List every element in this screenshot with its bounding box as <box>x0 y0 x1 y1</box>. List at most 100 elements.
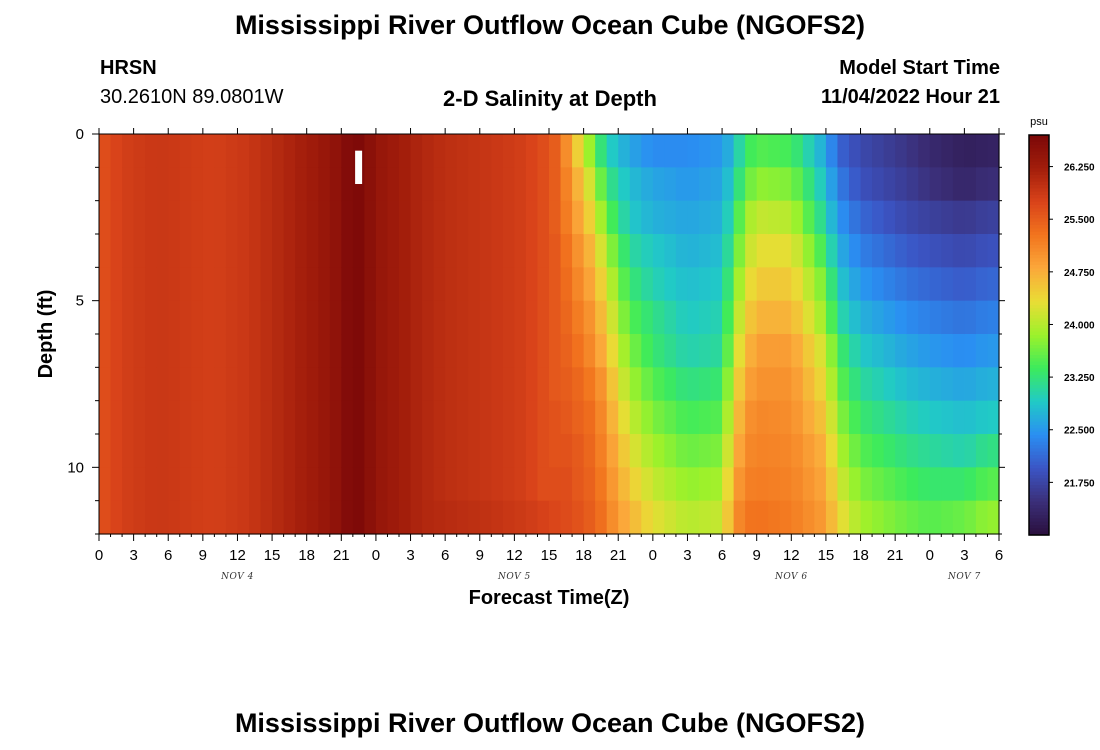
heatmap-cell <box>895 300 908 335</box>
heatmap-cell <box>133 400 146 435</box>
colorbar-segment <box>1029 251 1049 256</box>
heatmap-cell <box>768 400 781 435</box>
heatmap-cell <box>525 134 539 168</box>
colorbar-segment <box>1029 221 1049 226</box>
heatmap-cell <box>779 434 792 468</box>
colorbar-segment <box>1029 188 1049 193</box>
heatmap-cell <box>179 467 192 502</box>
colorbar-segment <box>1029 245 1049 249</box>
heatmap-cell <box>445 267 458 302</box>
heatmap-cell <box>145 434 158 468</box>
heatmap-cell <box>779 300 792 335</box>
heatmap-cell <box>733 267 746 302</box>
heatmap-cell <box>733 234 746 268</box>
heatmap-cell <box>456 234 469 268</box>
heatmap-cell <box>825 300 839 335</box>
heatmap-cell <box>722 434 735 468</box>
heatmap-cell <box>964 267 977 302</box>
heatmap-cell <box>860 367 873 402</box>
heatmap-cell <box>872 267 885 302</box>
heatmap-cell <box>191 134 204 168</box>
heatmap-cell <box>560 200 573 235</box>
heatmap-cell <box>583 200 596 235</box>
heatmap-cell <box>814 500 827 535</box>
heatmap-cell <box>168 500 181 535</box>
heatmap-cell <box>837 167 850 202</box>
heatmap-cell <box>572 400 585 435</box>
heatmap-cell <box>249 300 262 335</box>
heatmap-cell <box>883 200 896 235</box>
colorbar-segment <box>1029 338 1049 343</box>
heatmap-cell <box>399 334 412 368</box>
heatmap-cell <box>675 300 689 335</box>
heatmap-cell <box>595 367 608 402</box>
heatmap-cell <box>629 200 642 235</box>
heatmap-cell <box>479 400 492 435</box>
heatmap-cell <box>122 300 135 335</box>
heatmap-cell <box>364 434 377 468</box>
colorbar-unit: psu <box>1030 116 1048 128</box>
colorbar-segment <box>1029 191 1049 196</box>
colorbar-tick-label: 26.250 <box>1064 163 1095 174</box>
heatmap-cell <box>941 434 954 468</box>
x-tick-label: 0 <box>372 547 380 564</box>
heatmap-cell <box>987 500 1000 535</box>
colorbar-segment <box>1029 351 1049 356</box>
heatmap-cell <box>422 167 435 202</box>
heatmap-cell <box>618 334 631 368</box>
y-tick-label: 0 <box>76 126 84 143</box>
heatmap-cell <box>837 134 850 168</box>
heatmap-cell <box>710 234 723 268</box>
heatmap-cell <box>975 467 989 502</box>
heatmap-cell <box>906 167 919 202</box>
heatmap-cell <box>272 434 285 468</box>
heatmap-cell <box>722 300 735 335</box>
heatmap-cell <box>318 300 331 335</box>
heatmap-cell <box>814 334 827 368</box>
heatmap-cell <box>779 367 792 402</box>
heatmap-cell <box>329 334 342 368</box>
heatmap-cell <box>295 234 308 268</box>
heatmap-cell <box>260 167 273 202</box>
colorbar-segment <box>1029 418 1049 423</box>
colorbar-segment <box>1029 181 1049 186</box>
heatmap-cell <box>387 367 400 402</box>
heatmap-cell <box>572 167 585 202</box>
colorbar-segment <box>1029 231 1049 236</box>
heatmap-cell <box>410 334 423 368</box>
heatmap-cell <box>987 434 1000 468</box>
heatmap-cell <box>814 400 827 435</box>
heatmap-cell <box>675 267 689 302</box>
heatmap-cell <box>814 200 827 235</box>
heatmap-cell <box>918 434 931 468</box>
heatmap-cell <box>364 267 377 302</box>
heatmap-cell <box>987 267 1000 302</box>
colorbar-segment <box>1029 505 1049 509</box>
heatmap-cell <box>191 334 204 368</box>
colorbar-segment <box>1029 521 1049 526</box>
heatmap-cell <box>606 234 619 268</box>
heatmap-cell <box>525 400 539 435</box>
heatmap-cell <box>168 400 181 435</box>
heatmap-cell <box>491 367 504 402</box>
x-tick-label: 15 <box>264 547 281 564</box>
model-start-value: 11/04/2022 Hour 21 <box>820 86 1000 108</box>
colorbar-segment <box>1029 288 1049 293</box>
heatmap-cell <box>572 134 585 168</box>
heatmap-cell <box>491 400 504 435</box>
heatmap-cell <box>595 300 608 335</box>
heatmap-cell <box>422 467 435 502</box>
heatmap-cell <box>145 267 158 302</box>
heatmap-cell <box>156 134 169 168</box>
colorbar-segment <box>1029 151 1049 156</box>
heatmap-cell <box>272 200 285 235</box>
heatmap-cell <box>825 500 839 535</box>
heatmap-cell <box>837 200 850 235</box>
heatmap-cell <box>652 267 665 302</box>
heatmap-cell <box>525 300 539 335</box>
heatmap-cell <box>906 467 919 502</box>
colorbar-segment <box>1029 238 1049 243</box>
heatmap-cell <box>514 234 527 268</box>
heatmap-cell <box>906 300 919 335</box>
heatmap-cell <box>99 134 112 168</box>
